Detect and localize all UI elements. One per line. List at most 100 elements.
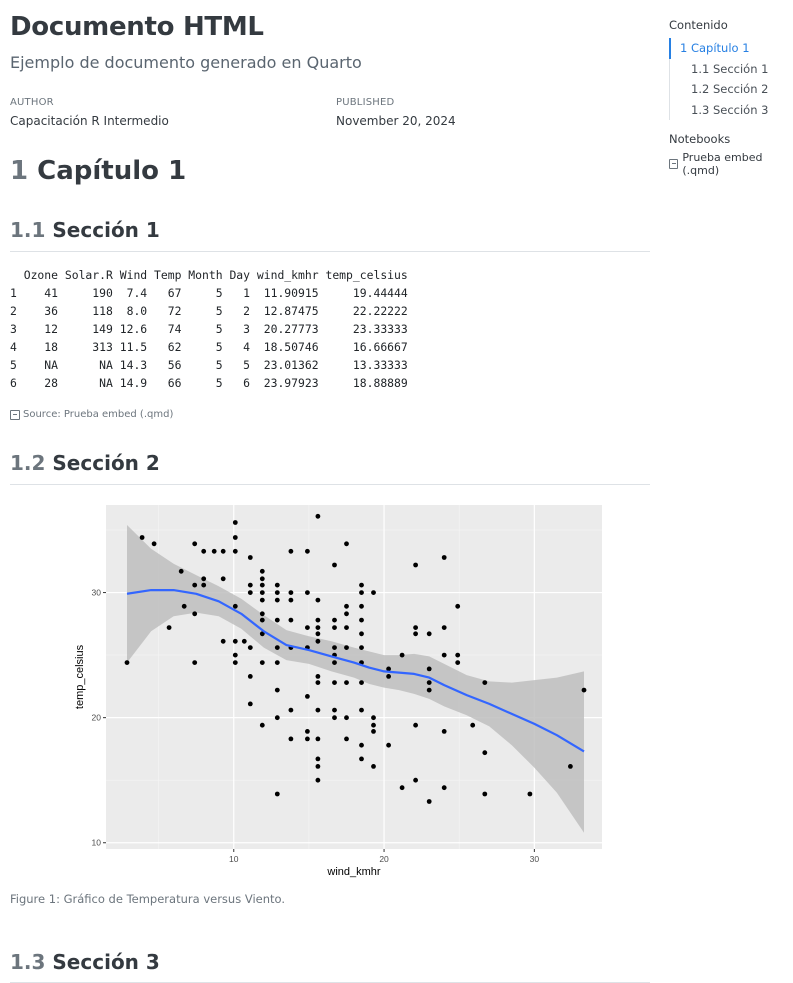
figure-caption: Figure 1: Gráfico de Temperatura versus … [10,892,286,906]
data-point [259,631,265,637]
data-point [332,562,337,568]
data-point [344,680,349,685]
data-point [274,791,280,797]
toc-item-section-2[interactable]: 1.2 Sección 2 [691,82,769,96]
data-point [386,674,391,679]
data-point [315,617,321,623]
data-point [315,756,321,762]
source-link[interactable]: Source: Prueba embed (.qmd) [10,409,173,420]
data-point [305,694,310,699]
data-point [274,617,280,623]
data-point [259,722,265,728]
data-point [455,660,461,665]
toc-title: Contenido [669,18,728,32]
data-point [359,742,364,748]
data-point [315,625,321,630]
y-tick-label: 10 [92,838,102,848]
data-point [232,638,238,644]
data-point [151,541,157,547]
data-point [220,638,226,644]
data-point [359,617,364,623]
data-point [470,722,476,728]
data-point [139,535,145,540]
data-point [399,652,405,658]
data-point [332,645,337,650]
data-point [482,750,488,756]
data-point [274,715,280,721]
data-point [288,736,294,742]
data-point [259,611,265,617]
data-point [344,645,349,650]
data-point [359,582,364,588]
data-point [386,742,391,748]
data-point [581,687,587,693]
notebooks-title: Notebooks [669,132,731,146]
data-point [441,729,447,734]
data-point [305,548,310,554]
data-point [344,541,349,547]
data-point [315,674,321,679]
data-point [305,736,310,742]
section-divider [10,251,650,252]
data-point [315,764,321,769]
data-point [332,625,337,630]
data-point [441,785,447,791]
toc-item-chapter-1[interactable]: 1 Capítulo 1 [669,38,793,59]
data-point [426,687,432,693]
page-subtitle: Ejemplo de documento generado en Quarto [10,53,362,72]
data-point [399,785,405,791]
data-point [315,597,321,603]
data-point [359,603,364,609]
toc-item-section-3[interactable]: 1.3 Sección 3 [691,102,769,117]
data-point [247,582,253,588]
data-point [259,568,265,574]
notebook-link[interactable]: Prueba embed (.qmd) [669,151,793,177]
data-point [455,652,461,658]
x-axis-label: wind_kmhr [326,866,381,878]
data-point [359,590,364,595]
data-point [386,666,391,672]
data-point [568,764,573,769]
data-point [413,777,418,783]
data-point [232,660,238,665]
data-point [332,680,337,685]
data-point [332,715,337,721]
data-point [166,625,172,630]
data-point [359,631,364,637]
notebook-icon [669,159,679,169]
data-point [344,715,349,721]
data-point [413,631,418,637]
data-point [441,555,447,560]
data-point [305,625,310,630]
data-point [413,562,418,568]
section-number: 1.1 [10,218,46,242]
scatter-chart: 10 20 30 10 20 30 wind_kmhr temp_celsius [74,505,602,878]
data-point [232,535,238,540]
data-point [192,582,198,588]
data-point [247,674,253,679]
data-point [220,548,226,554]
data-point [232,603,238,609]
toc-list: 1 Capítulo 1 1.1 Sección 1 1.2 Sección 2… [669,38,793,120]
notebook-link-label: Prueba embed (.qmd) [682,151,763,177]
data-point [441,652,447,658]
section-title: Sección 3 [52,950,160,974]
data-point [426,799,432,804]
data-point [371,722,376,728]
data-point [413,722,418,728]
data-point [247,645,253,650]
data-point [332,660,337,665]
chapter-number: 1 [10,156,29,186]
data-point [201,548,207,554]
data-point [211,548,217,554]
data-point [274,645,280,650]
data-point [274,590,280,595]
y-tick-label: 30 [92,588,102,598]
data-point [359,707,364,713]
page-title: Documento HTML [10,12,264,42]
toc-item-section-1[interactable]: 1.1 Sección 1 [691,61,769,76]
smooth-line [126,588,585,753]
section-title: Sección 1 [52,218,160,242]
data-point [181,603,187,609]
data-point [178,568,184,574]
